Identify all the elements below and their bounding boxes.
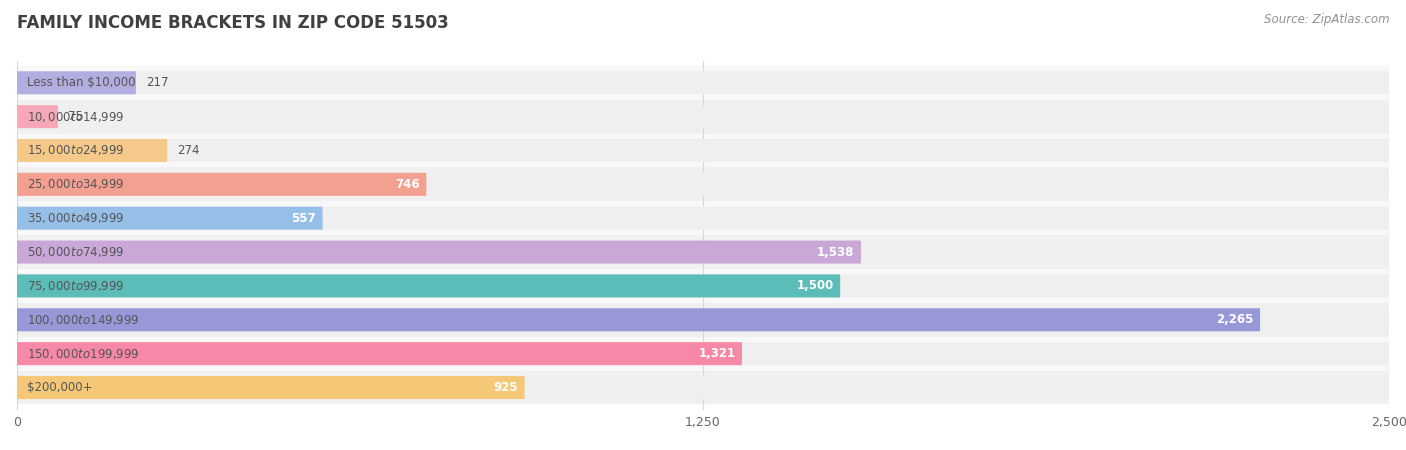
Text: 1,538: 1,538 — [817, 246, 855, 259]
Text: Source: ZipAtlas.com: Source: ZipAtlas.com — [1264, 14, 1389, 27]
Bar — [17, 201, 1389, 235]
Bar — [17, 100, 1389, 134]
Text: $10,000 to $14,999: $10,000 to $14,999 — [27, 110, 124, 124]
Bar — [17, 235, 1389, 269]
Text: $150,000 to $199,999: $150,000 to $199,999 — [27, 346, 139, 360]
FancyBboxPatch shape — [17, 105, 1389, 128]
FancyBboxPatch shape — [17, 139, 1389, 162]
FancyBboxPatch shape — [17, 105, 58, 128]
Text: $15,000 to $24,999: $15,000 to $24,999 — [27, 144, 124, 158]
Text: FAMILY INCOME BRACKETS IN ZIP CODE 51503: FAMILY INCOME BRACKETS IN ZIP CODE 51503 — [17, 14, 449, 32]
Bar — [17, 303, 1389, 337]
FancyBboxPatch shape — [17, 376, 524, 399]
Text: $200,000+: $200,000+ — [27, 381, 93, 394]
Text: 217: 217 — [146, 76, 169, 89]
Text: $100,000 to $149,999: $100,000 to $149,999 — [27, 313, 139, 327]
FancyBboxPatch shape — [17, 308, 1389, 331]
FancyBboxPatch shape — [17, 207, 1389, 230]
FancyBboxPatch shape — [17, 274, 841, 297]
Text: 746: 746 — [395, 178, 420, 191]
Text: 1,321: 1,321 — [699, 347, 735, 360]
FancyBboxPatch shape — [17, 241, 1389, 264]
Text: 557: 557 — [291, 212, 316, 225]
Text: 75: 75 — [67, 110, 83, 123]
FancyBboxPatch shape — [17, 71, 136, 94]
FancyBboxPatch shape — [17, 342, 742, 365]
Text: $35,000 to $49,999: $35,000 to $49,999 — [27, 211, 124, 225]
Text: $25,000 to $34,999: $25,000 to $34,999 — [27, 177, 124, 191]
Text: 2,265: 2,265 — [1216, 313, 1254, 326]
FancyBboxPatch shape — [17, 241, 860, 264]
FancyBboxPatch shape — [17, 207, 322, 230]
Text: 274: 274 — [177, 144, 200, 157]
FancyBboxPatch shape — [17, 376, 1389, 399]
FancyBboxPatch shape — [17, 71, 1389, 94]
FancyBboxPatch shape — [17, 139, 167, 162]
Bar — [17, 269, 1389, 303]
Text: 1,500: 1,500 — [796, 279, 834, 292]
Text: $75,000 to $99,999: $75,000 to $99,999 — [27, 279, 124, 293]
Text: $50,000 to $74,999: $50,000 to $74,999 — [27, 245, 124, 259]
FancyBboxPatch shape — [17, 342, 1389, 365]
Bar — [17, 337, 1389, 370]
Text: 925: 925 — [494, 381, 517, 394]
Bar — [17, 370, 1389, 405]
FancyBboxPatch shape — [17, 173, 426, 196]
Bar — [17, 167, 1389, 201]
FancyBboxPatch shape — [17, 308, 1260, 331]
FancyBboxPatch shape — [17, 173, 1389, 196]
Bar — [17, 66, 1389, 100]
FancyBboxPatch shape — [17, 274, 1389, 297]
Text: Less than $10,000: Less than $10,000 — [27, 76, 135, 89]
Bar — [17, 134, 1389, 167]
